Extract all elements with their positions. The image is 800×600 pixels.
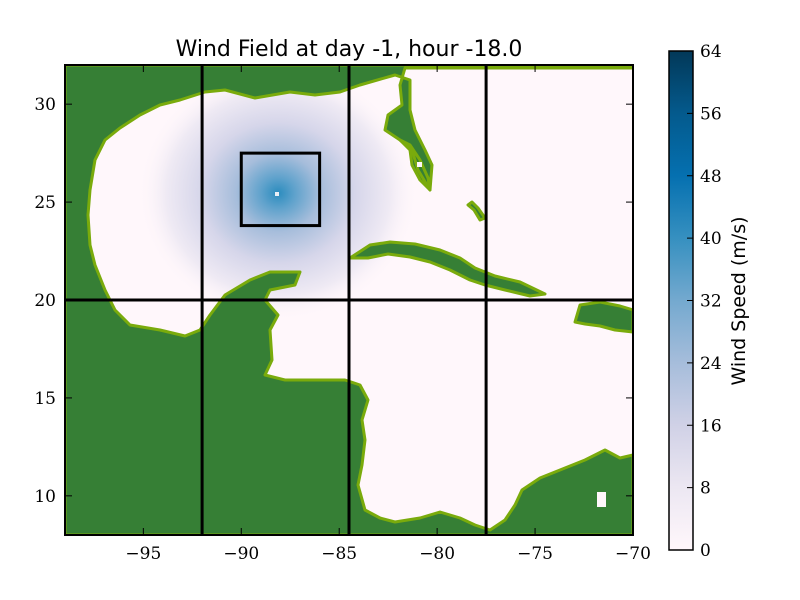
- colorbar-tick-label: 56: [700, 104, 722, 124]
- lake-spot: [417, 162, 422, 167]
- x-tick-label: −75: [517, 544, 553, 564]
- lake-south-america: [597, 492, 606, 507]
- x-axis-ticks: −95 −90 −85 −80 −75 −70: [125, 65, 651, 564]
- land-masses: [65, 65, 633, 535]
- x-tick-label: −90: [223, 544, 259, 564]
- colorbar-tick-label: 16: [700, 416, 722, 436]
- x-tick-label: −80: [419, 544, 455, 564]
- x-tick-label: −70: [615, 544, 651, 564]
- colorbar-tick-label: 24: [700, 354, 722, 374]
- land-cuba: [348, 240, 547, 298]
- colorbar-tick-label: 8: [700, 479, 711, 499]
- land-hispaniola: [573, 300, 633, 334]
- colorbar-tick-label: 32: [700, 292, 722, 312]
- colorbar-label: Wind Speed (m/s): [728, 216, 750, 385]
- y-tick-label: 15: [34, 389, 56, 409]
- colorbar-tick-label: 0: [700, 541, 711, 561]
- x-tick-label: −85: [321, 544, 357, 564]
- land-florida: [398, 138, 432, 192]
- y-tick-label: 20: [34, 291, 56, 311]
- y-tick-label: 25: [34, 193, 56, 213]
- y-tick-label: 10: [34, 487, 56, 507]
- storm-center-pixel: [275, 192, 279, 196]
- y-tick-label: 30: [34, 95, 56, 115]
- colorbar-tick-label: 40: [700, 229, 722, 249]
- land-north-america: [65, 65, 633, 535]
- x-tick-label: −95: [125, 544, 161, 564]
- grid-lines: [65, 65, 633, 535]
- highlight-box: [239, 151, 322, 228]
- colorbar-tick-label: 64: [700, 42, 722, 62]
- colorbar-tick-label: 48: [700, 167, 722, 187]
- y-axis-ticks: 10 15 20 25 30: [34, 95, 633, 507]
- colorbar-ticks: 0 8 16 24 32 40 48 56 64: [687, 42, 722, 561]
- chart-title: Wind Field at day -1, hour -18.0: [176, 37, 523, 62]
- plot-area: [65, 65, 633, 535]
